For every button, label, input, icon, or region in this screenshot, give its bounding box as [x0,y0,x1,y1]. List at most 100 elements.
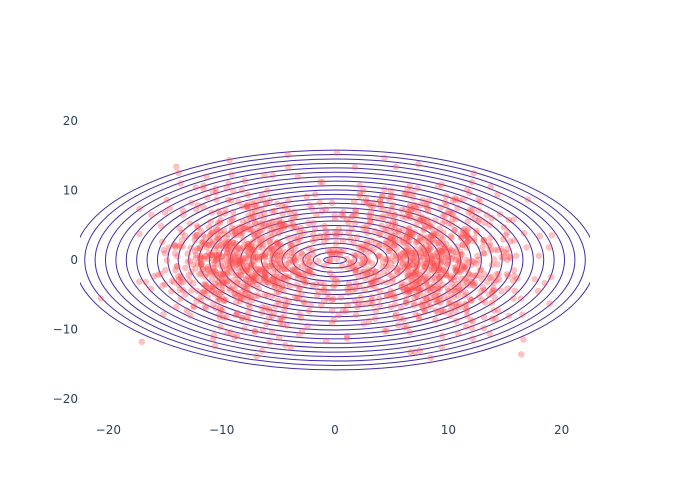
scatter-point [198,297,205,305]
scatter-point [339,307,347,315]
scatter-point [359,300,366,308]
scatter-point [229,208,237,216]
scatter-point [258,347,266,355]
scatter-point [468,257,476,265]
scatter-point [461,262,468,269]
scatter-point [241,280,248,287]
scatter-point [400,249,407,256]
scatter-point [381,227,388,234]
scatter-point [421,308,429,315]
scatter-point [239,256,247,263]
scatter-point [463,231,471,239]
scatter-point [246,250,253,258]
scatter-point [309,231,317,239]
scatter-point [424,272,432,280]
scatter-point [440,212,447,219]
scatter-point [215,274,222,282]
scatter-point [179,206,187,214]
scatter-point [404,274,411,281]
scatter-point [404,286,411,294]
scatter-point [415,286,422,293]
scatter-point [395,227,402,235]
scatter-point [504,245,512,253]
scatter-point [270,225,278,233]
scatter-point [467,261,475,269]
scatter-point [279,210,286,218]
scatter-point [182,264,189,272]
scatter-point [275,252,282,259]
scatter-point [268,262,276,270]
scatter-point [336,251,344,259]
scatter-point [237,267,245,275]
scatter-point [312,191,319,198]
scatter-point [473,260,480,268]
scatter-point [287,344,295,351]
scatter-point [431,275,439,282]
scatter-point [452,256,459,264]
scatter-point [383,225,390,232]
scatter-point [518,351,525,358]
scatter-point [278,314,286,321]
scatter-point [241,224,249,231]
scatter-point [452,301,460,308]
scatter-point [337,294,345,301]
scatter-point [203,243,210,251]
scatter-point [446,209,453,216]
scatter-point [216,304,224,311]
scatter-point [376,295,383,302]
scatter-point [387,292,395,299]
scatter-point [205,241,213,249]
scatter-point [344,264,352,271]
scatter-point [381,154,388,162]
scatter-point [322,337,330,345]
scatter-point [355,243,362,251]
scatter-point [412,245,420,253]
scatter-point [306,269,314,277]
scatter-point [320,239,328,246]
scatter-point [420,260,427,268]
scatter-point [318,302,325,309]
scatter-point [214,278,222,286]
scatter-point [268,293,276,300]
scatter-point [256,253,264,261]
scatter-point [248,271,256,279]
scatter-point [227,256,235,264]
scatter-point [306,201,313,209]
scatter-point [484,278,491,286]
scatter-point [251,219,259,227]
scatter-point [404,287,412,294]
scatter-point [350,258,357,266]
scatter-point [423,280,430,288]
scatter-point [387,187,395,195]
scatter-point [223,269,231,276]
scatter-point [168,277,176,285]
scatter-point [296,229,303,236]
scatter-point [265,219,273,227]
scatter-point [354,303,361,311]
scatter-point [396,315,404,322]
scatter-point [324,259,332,266]
scatter-point [391,235,399,242]
scatter-point [177,180,184,187]
scatter-point [385,270,392,277]
scatter-point [463,323,470,331]
scatter-point [216,313,223,321]
scatter-point [171,243,179,251]
scatter-point [456,260,463,267]
scatter-point [282,301,290,308]
scatter-point [253,274,260,281]
scatter-point [510,267,518,274]
scatter-point [232,229,239,236]
scatter-point [244,262,251,270]
scatter-point [345,229,352,237]
scatter-point [230,243,237,251]
scatter-point [424,247,431,255]
scatter-point [366,243,373,250]
scatter-point [407,247,414,255]
scatter-point [432,292,439,299]
scatter-point [345,219,352,226]
scatter-point [229,258,236,266]
scatter-point [223,249,231,256]
scatter-point [326,249,334,256]
scatter-point [246,243,254,251]
